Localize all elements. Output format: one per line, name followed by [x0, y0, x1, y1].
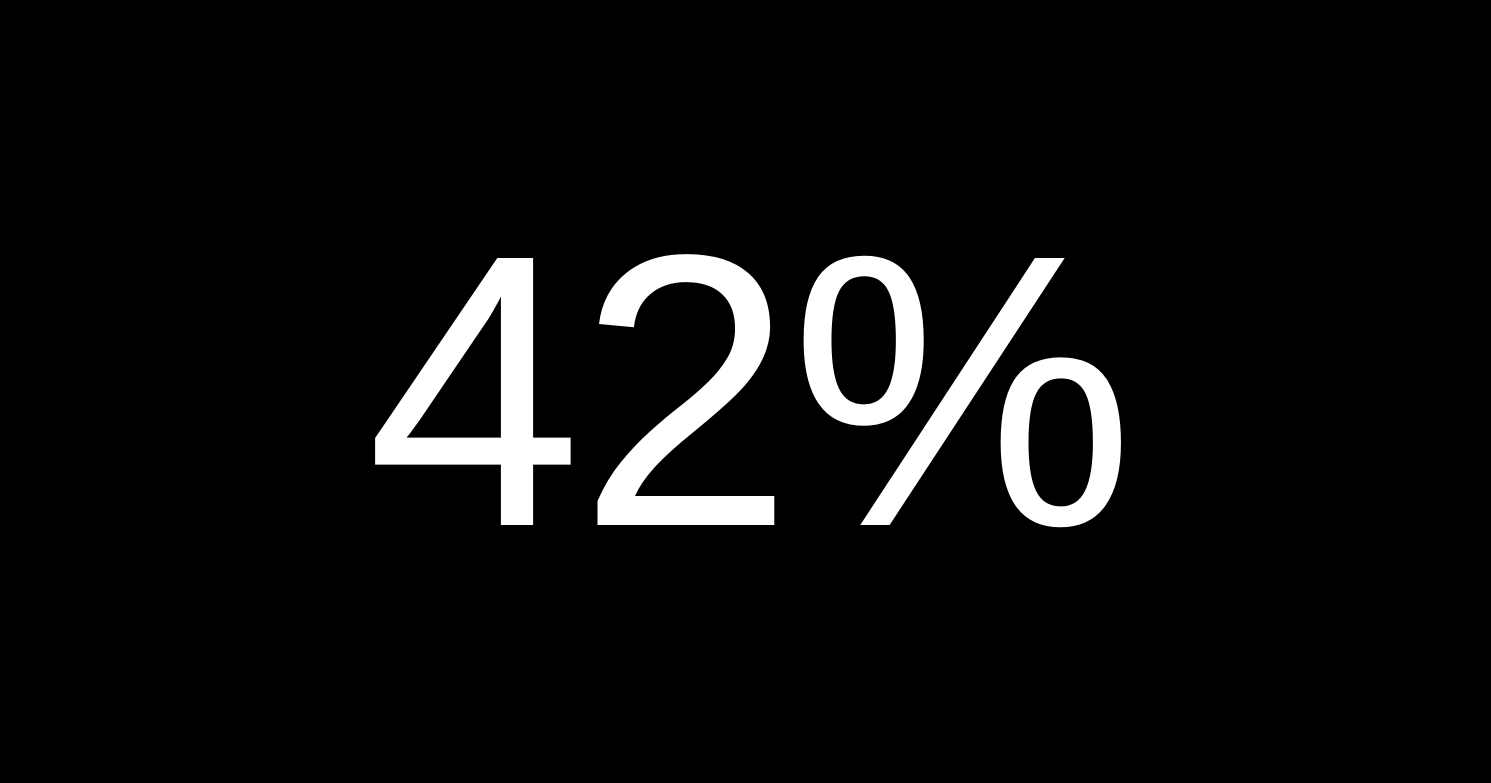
percentage-display: 42%: [366, 174, 1135, 608]
percentage-value: 42%: [366, 174, 1135, 608]
